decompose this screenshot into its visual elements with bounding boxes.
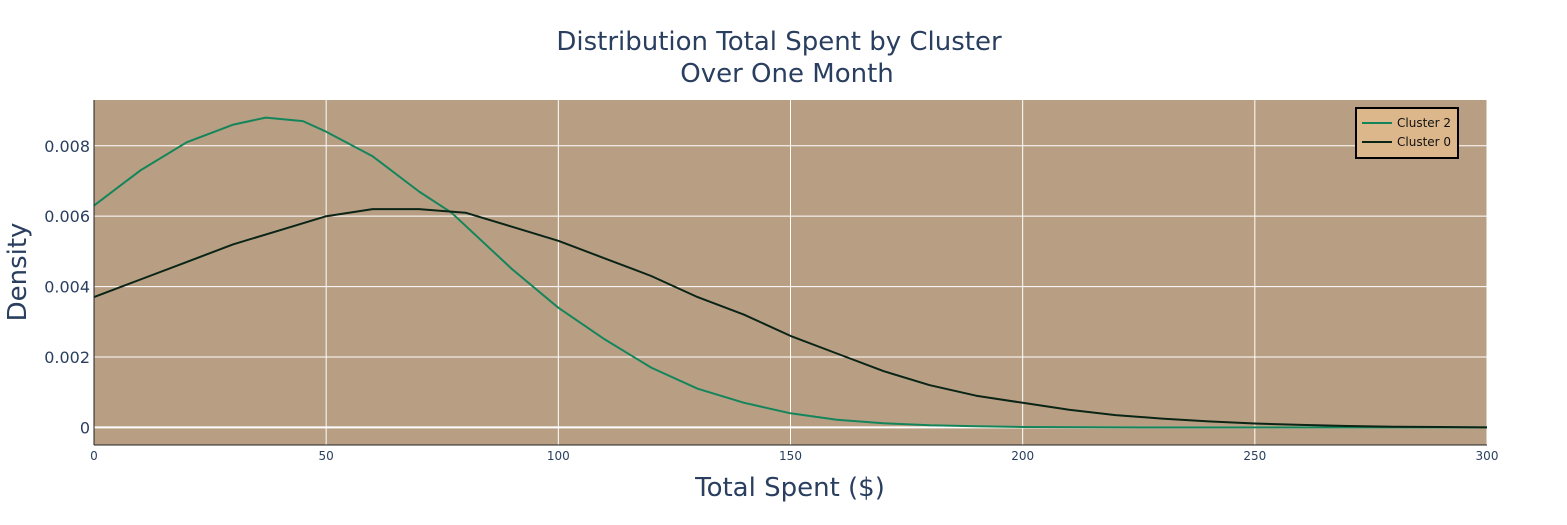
legend-item-label[interactable]: Cluster 0 [1397,135,1451,149]
x-tick-label: 300 [1476,449,1499,463]
y-tick-label: 0.008 [44,137,90,156]
chart-title-line1: Distribution Total Spent by Cluster [556,27,1002,57]
y-tick-label: 0 [80,418,90,437]
chart-title-line2: Over One Month [680,59,894,89]
y-tick-labels: 0 0.002 0.004 0.006 0.008 [44,137,90,438]
x-tick-label: 50 [319,449,334,463]
y-tick-label: 0.004 [44,278,90,297]
legend[interactable]: Cluster 2 Cluster 0 [1355,107,1459,159]
series-line-cluster-2[interactable] [93,116,1487,429]
series-lines [93,116,1488,429]
x-tick-label: 200 [1011,449,1034,463]
y-tick-label: 0.006 [44,207,90,226]
legend-box [1355,107,1459,159]
x-tick-labels: 0 50 100 150 200 250 300 [90,449,1498,463]
legend-item-label[interactable]: Cluster 2 [1397,116,1451,130]
x-tick-label: 100 [547,449,570,463]
x-tick-label: 150 [779,449,802,463]
y-axis-title: Density [3,223,33,322]
series-line-cluster-0[interactable] [93,208,1488,429]
x-axis-title: Total Spent ($) [694,473,885,503]
y-tick-label: 0.002 [44,348,90,367]
x-tick-label: 0 [90,449,98,463]
x-tick-label: 250 [1243,449,1266,463]
